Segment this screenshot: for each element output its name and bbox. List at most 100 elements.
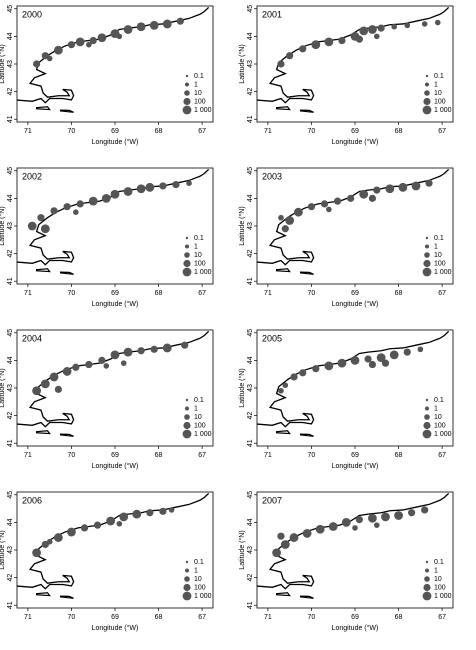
bubble [53,533,63,542]
bubble [364,355,372,363]
legend-bubble [183,583,191,592]
x-tick-label: 70 [308,290,316,297]
legend-label: 100 [434,98,446,105]
bubble [404,22,411,29]
bubble [299,369,307,377]
legend-label: 0.1 [194,235,204,242]
y-tick-label: 45 [7,329,14,337]
y-axis-title: Latitude (°N) [0,206,6,245]
legend-label: 10 [194,252,202,259]
x-tick-label: 70 [68,452,76,459]
bubble [98,356,106,364]
legend-label: 1 000 [194,593,212,600]
map [257,168,450,275]
y-tick-label: 43 [7,384,14,392]
bubble [299,45,307,53]
bubble [162,19,172,29]
plot-frame [16,491,214,609]
bubble [67,527,76,537]
island [59,595,74,599]
bubble [123,25,133,34]
bubble [320,200,329,208]
y-tick-label: 42 [247,250,254,258]
bubble [326,206,332,213]
bubble [324,37,334,47]
x-axis-title: Longitude (°W) [332,624,379,632]
legend-label: 1 000 [434,593,452,600]
bubble [37,214,45,222]
y-tick-label: 44 [247,518,254,526]
bubble [381,512,390,522]
y-axis-title: Latitude (°N) [238,206,246,245]
x-tick-label: 68 [155,614,163,621]
y-tick-label: 43 [7,222,14,230]
legend-bubble [424,414,430,420]
y-axis-title: Latitude (°N) [0,530,6,569]
x-tick-label: 68 [395,128,403,135]
legend-bubble [184,90,190,96]
legend-label: 100 [194,98,206,105]
legend-label: 10 [434,576,442,583]
x-tick-label: 68 [155,128,163,135]
bubble [381,359,390,367]
bubble [76,200,84,208]
y-tick-label: 41 [7,601,14,609]
bubble [110,350,120,360]
legend-bubble [422,267,432,277]
y-axis-title: Latitude (°N) [238,368,246,407]
bubble [116,33,123,40]
legend-label: 100 [434,422,446,429]
x-tick-label: 67 [198,290,206,297]
x-tick-label: 67 [198,452,206,459]
legend-bubble [182,429,192,439]
legend-label: 10 [194,576,202,583]
legend-label: 0.1 [194,397,204,404]
y-tick-label: 45 [247,329,254,337]
bubble [421,506,429,514]
coastline [257,330,450,428]
bubble [33,60,41,68]
legend-bubble [185,244,189,249]
legend-bubble [423,259,431,268]
map [17,6,210,113]
x-axis-title: Longitude (°W) [332,138,379,146]
bubble [421,21,428,27]
bubble [302,529,312,538]
bubble [385,184,395,194]
panel-year: 2001 [262,9,282,19]
bubble [352,525,358,531]
island [276,592,291,597]
island [299,433,314,437]
legend-bubble [422,105,432,115]
legend-label: 10 [194,414,202,421]
island [59,271,74,275]
legend-bubble [183,97,191,106]
y-tick-label: 44 [7,518,14,526]
bubble [373,522,380,528]
legend-bubble [185,568,189,573]
x-tick-label: 68 [395,452,403,459]
bubble [315,524,325,534]
y-tick-label: 42 [247,574,254,582]
y-tick-label: 41 [247,439,254,447]
legend-bubble [425,560,429,564]
bubble [289,533,299,542]
legend-bubble [423,421,431,430]
bubble [63,203,71,211]
coastline [17,330,210,428]
y-tick-label: 41 [247,277,254,285]
panel: 2000 71 70 69 68 67 41 42 43 44 45 Longitude (°W) La… [0,5,214,146]
legend-bubble [182,591,192,601]
bubble [285,216,295,225]
bubble [80,524,89,532]
y-tick-label: 44 [247,356,254,364]
bubble [40,379,50,389]
y-tick-label: 42 [7,250,14,258]
panel: 2005 71 70 69 68 67 41 42 43 44 45 Longitude (°W) La… [238,329,454,470]
island [276,430,291,435]
legend-label: 1 [434,567,438,574]
legend-bubble [424,252,430,258]
panel: 2007 71 70 69 68 67 41 42 43 44 45 Longitude (°W) La… [238,491,454,632]
y-tick-label: 44 [247,32,254,40]
legend-bubble [422,429,432,439]
